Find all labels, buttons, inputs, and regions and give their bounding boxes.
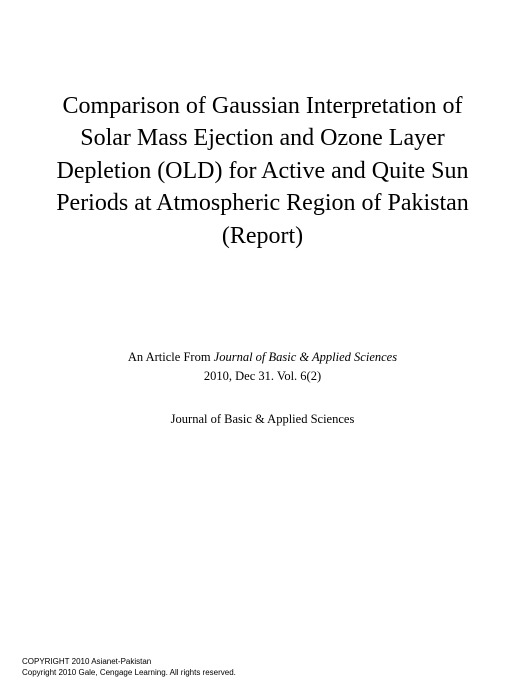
document-page: Comparison of Gaussian Interpretation of…: [0, 0, 525, 700]
article-from-prefix: An Article From: [128, 350, 214, 364]
article-from-journal: Journal of Basic & Applied Sciences: [214, 350, 397, 364]
copyright-line-2: Copyright 2010 Gale, Cengage Learning. A…: [22, 667, 236, 678]
document-title: Comparison of Gaussian Interpretation of…: [0, 0, 525, 252]
copyright-footer: COPYRIGHT 2010 Asianet-Pakistan Copyrigh…: [22, 656, 236, 678]
issue-line: 2010, Dec 31. Vol. 6(2): [40, 369, 485, 384]
document-meta: An Article From Journal of Basic & Appli…: [0, 347, 525, 427]
article-source-line: An Article From Journal of Basic & Appli…: [40, 347, 485, 367]
copyright-line-1: COPYRIGHT 2010 Asianet-Pakistan: [22, 656, 236, 667]
journal-name: Journal of Basic & Applied Sciences: [40, 412, 485, 427]
